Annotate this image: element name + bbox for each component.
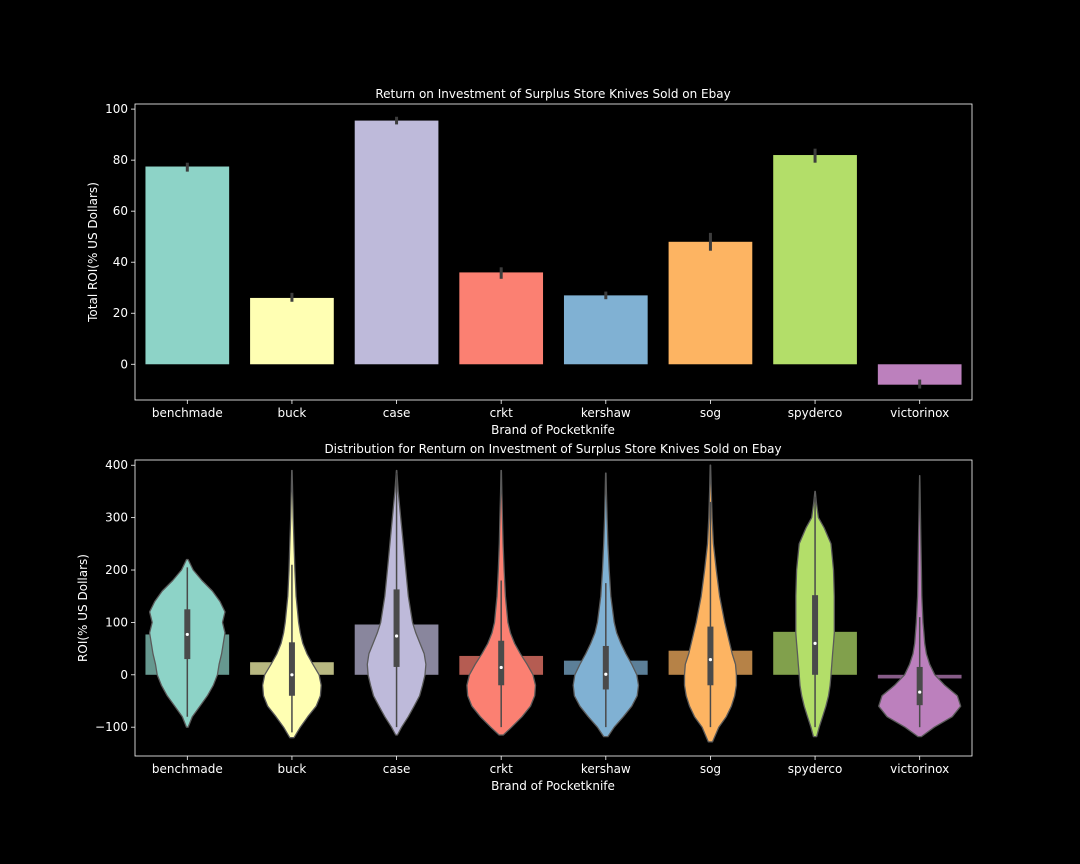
violin-median-dot: [604, 672, 608, 676]
violin-x-tick-label: sog: [700, 762, 721, 776]
bar-x-tick-label: spyderco: [788, 406, 843, 420]
violin-y-tick-label: −100: [95, 720, 128, 734]
violin-x-tick-label: kershaw: [581, 762, 631, 776]
violin-x-tick-label: crkt: [490, 762, 513, 776]
violin-median-dot: [290, 673, 294, 677]
bar-x-axis-label: Brand of Pocketknife: [491, 423, 615, 437]
bar-chart-title: Return on Investment of Surplus Store Kn…: [375, 87, 730, 101]
bar-marks: [145, 116, 962, 389]
bar-x-tick-label: crkt: [490, 406, 513, 420]
bar-x-tick-label: benchmade: [152, 406, 223, 420]
violin-median-dot: [813, 641, 817, 645]
violin-iqr-box: [707, 626, 714, 686]
bar-x-axis: benchmade buck case crkt kershaw sog spyderco v…: [152, 400, 949, 420]
bar-x-tick-label: sog: [700, 406, 721, 420]
violin-median-dot: [708, 658, 713, 662]
violin-chart-title: Distribution for Renturn on Investment o…: [324, 442, 781, 456]
violin-x-axis: benchmade buck case crkt kershaw sog spyderco v…: [152, 756, 949, 776]
bar-y-tick-label: 80: [113, 153, 128, 167]
violin-y-axis-label: ROI(% US Dollars): [76, 554, 90, 662]
violin-plot-frame: [134, 459, 973, 757]
violin-x-tick-label: victorinox: [890, 762, 949, 776]
violin-y-tick-label: 400: [105, 458, 128, 472]
violin-median-dot: [185, 632, 189, 637]
bar-buck: [250, 297, 334, 365]
bar-x-tick-label: victorinox: [890, 406, 949, 420]
violin-y-tick-label: 200: [105, 563, 128, 577]
bar-y-axis: 0 20 40 60 80 100: [105, 102, 135, 371]
bar-spyderco: [773, 155, 857, 365]
bar-x-tick-label: buck: [278, 406, 307, 420]
bar-sog: [668, 241, 753, 365]
bar-y-axis-label: Total ROI(% US Dollars): [86, 182, 100, 323]
violin-iqr-box: [812, 595, 819, 675]
violin-victorinox: [878, 475, 962, 738]
bar-case: [354, 120, 439, 365]
violin-x-tick-label: buck: [278, 762, 307, 776]
violin-iqr-box: [288, 642, 295, 696]
violin-x-tick-label: spyderco: [788, 762, 843, 776]
violin-y-axis: −100 0 100 200 300 400: [95, 458, 135, 734]
bar-plot-frame: [134, 103, 973, 401]
bar-crkt: [459, 272, 544, 365]
violin-y-tick-label: 300: [105, 511, 128, 525]
violin-median-dot: [918, 690, 922, 694]
roi-bar-chart: Return on Investment of Surplus Store Kn…: [86, 87, 973, 437]
roi-violin-chart: Distribution for Renturn on Investment o…: [76, 442, 973, 793]
violin-median-dot: [394, 634, 399, 638]
bar-y-tick-label: 60: [113, 204, 128, 218]
bar-x-tick-label: case: [383, 406, 411, 420]
violin-iqr-box: [602, 645, 609, 690]
bar-benchmade: [145, 166, 230, 365]
violin-y-tick-label: 100: [105, 615, 128, 629]
violin-iqr-box: [498, 640, 505, 686]
bar-y-tick-label: 100: [105, 102, 128, 116]
bar-x-tick-label: kershaw: [581, 406, 631, 420]
violin-iqr-box: [916, 666, 923, 706]
bar-y-tick-label: 20: [113, 306, 128, 320]
violin-iqr-box: [393, 589, 400, 667]
violin-median-dot: [499, 665, 503, 670]
violin-x-tick-label: benchmade: [152, 762, 223, 776]
violin-x-tick-label: case: [383, 762, 411, 776]
bar-y-tick-label: 40: [113, 255, 128, 269]
violin-x-axis-label: Brand of Pocketknife: [491, 779, 615, 793]
violin-y-tick-label: 0: [120, 668, 128, 682]
violin-marks: [145, 464, 962, 743]
bar-y-tick-label: 0: [120, 357, 128, 371]
bar-kershaw: [563, 295, 648, 365]
bar-victorinox: [877, 364, 962, 385]
